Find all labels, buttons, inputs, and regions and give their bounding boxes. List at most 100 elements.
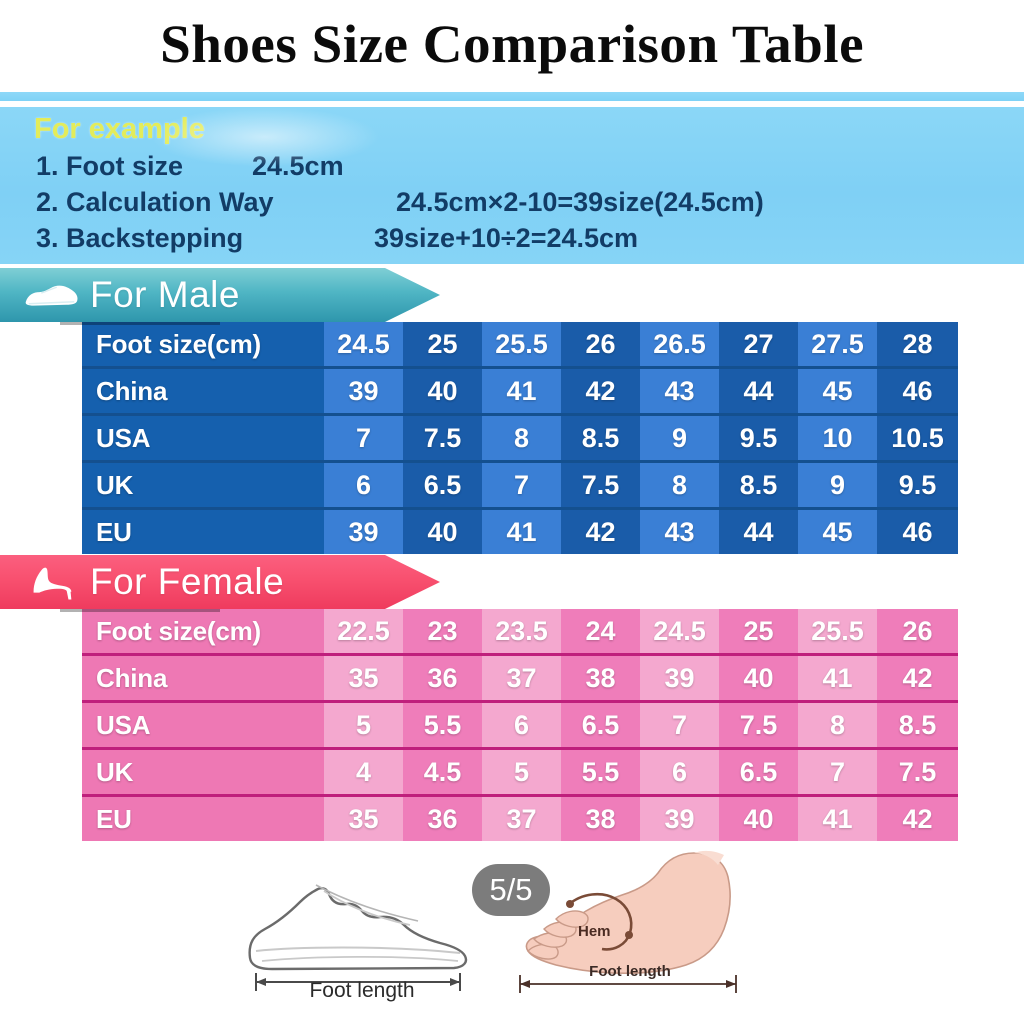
section-banner-female: For Female [0,555,440,609]
table-cell: 26 [877,609,958,655]
table-row: Foot size(cm) 24.5 25 25.5 26 26.5 27 27… [82,322,958,368]
hem-label: Hem [578,923,611,940]
section-banner-female-label: For Female [90,561,285,602]
table-cell: 35 [324,653,403,702]
example-heading: For example [34,113,205,145]
table-cell: 41 [798,794,877,841]
table-row: Foot size(cm) 22.5 23 23.5 24 24.5 25 25… [82,609,958,655]
section-banner-male: For Male [0,268,440,322]
row-label: China [82,366,324,415]
table-cell: 7 [324,413,403,462]
table-cell: 27 [719,322,798,368]
table-row: EU 39 40 41 42 43 44 45 46 [82,507,958,554]
table-cell: 37 [482,653,561,702]
table-cell: 7 [798,747,877,796]
table-cell: 23.5 [482,609,561,655]
table-cell: 24.5 [324,322,403,368]
table-cell: 41 [482,366,561,415]
table-cell: 8.5 [877,700,958,749]
row-label: EU [82,507,324,554]
table-cell: 5 [482,747,561,796]
table-row: UK 4 4.5 5 5.5 6 6.5 7 7.5 [82,747,958,796]
table-cell: 39 [324,507,403,554]
table-cell: 7.5 [877,747,958,796]
table-cell: 43 [640,366,719,415]
table-row: UK 6 6.5 7 7.5 8 8.5 9 9.5 [82,460,958,509]
table-cell: 9.5 [719,413,798,462]
example-row: 3. Backstepping 39size+10÷2=24.5cm [36,223,996,259]
table-cell: 46 [877,366,958,415]
table-cell: 25.5 [482,322,561,368]
example-row-label: 2. Calculation Way [36,187,274,217]
table-cell: 40 [719,794,798,841]
top-strip-gap [0,101,1024,107]
table-cell: 42 [877,794,958,841]
table-cell: 36 [403,794,482,841]
table-cell: 8 [482,413,561,462]
table-cell: 7.5 [719,700,798,749]
table-cell: 46 [877,507,958,554]
sneaker-diagram-icon [248,884,468,991]
table-cell: 27.5 [798,322,877,368]
section-banner-male-label: For Male [90,274,240,315]
table-cell: 7.5 [403,413,482,462]
example-row: 1. Foot size 24.5cm [36,151,996,187]
female-size-table: Foot size(cm) 22.5 23 23.5 24 24.5 25 25… [82,609,958,841]
foot-diagram-icon [519,850,737,993]
row-label: USA [82,700,324,749]
dress-shoe-icon [20,275,82,315]
table-row: USA 5 5.5 6 6.5 7 7.5 8 8.5 [82,700,958,749]
table-cell: 38 [561,653,640,702]
table-row: China 35 36 37 38 39 40 41 42 [82,653,958,702]
row-label: UK [82,460,324,509]
table-cell: 40 [719,653,798,702]
row-label: Foot size(cm) [82,609,324,655]
row-label: EU [82,794,324,841]
example-panel: For example 1. Foot size 24.5cm 2. Calcu… [0,107,1024,264]
top-accent-strip [0,92,1024,101]
table-cell: 22.5 [324,609,403,655]
page-title: Shoes Size Comparison Table [160,14,864,74]
table-cell: 42 [561,366,640,415]
table-cell: 5 [324,700,403,749]
table-row: EU 35 36 37 38 39 40 41 42 [82,794,958,841]
page-indicator-badge: 5/5 [472,864,550,916]
table-cell: 8.5 [561,413,640,462]
table-cell: 5.5 [403,700,482,749]
title-bar: Shoes Size Comparison Table [0,0,1024,88]
table-cell: 37 [482,794,561,841]
table-cell: 24.5 [640,609,719,655]
table-cell: 7 [482,460,561,509]
table-cell: 6 [324,460,403,509]
shoe-foot-length-caption: Foot length [309,979,415,1002]
example-row-label: 3. Backstepping [36,223,244,253]
table-cell: 41 [798,653,877,702]
table-cell: 35 [324,794,403,841]
table-cell: 8.5 [719,460,798,509]
row-label: China [82,653,324,702]
example-rows: 1. Foot size 24.5cm 2. Calculation Way 2… [36,151,996,259]
table-cell: 6.5 [561,700,640,749]
row-label: Foot size(cm) [82,322,324,368]
table-cell: 40 [403,507,482,554]
table-cell: 44 [719,366,798,415]
table-cell: 42 [877,653,958,702]
table-cell: 25.5 [798,609,877,655]
table-cell: 10 [798,413,877,462]
table-cell: 39 [640,794,719,841]
table-cell: 7.5 [561,460,640,509]
table-cell: 10.5 [877,413,958,462]
table-cell: 9.5 [877,460,958,509]
table-cell: 9 [640,413,719,462]
table-cell: 45 [798,366,877,415]
table-cell: 45 [798,507,877,554]
table-cell: 6 [640,747,719,796]
table-cell: 25 [403,322,482,368]
example-row-value: 39size+10÷2=24.5cm [374,223,639,253]
table-cell: 8 [798,700,877,749]
table-cell: 4 [324,747,403,796]
table-cell: 28 [877,322,958,368]
table-cell: 36 [403,653,482,702]
table-row: China 39 40 41 42 43 44 45 46 [82,366,958,415]
table-cell: 8 [640,460,719,509]
